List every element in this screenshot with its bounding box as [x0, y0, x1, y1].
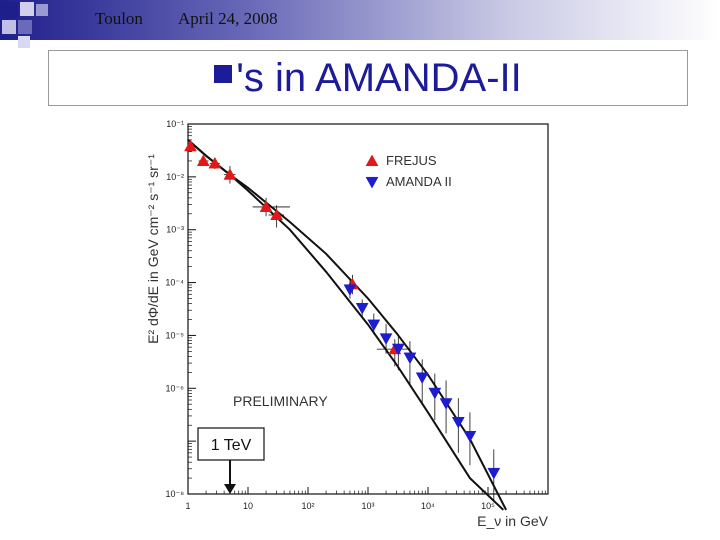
amanda-point — [403, 352, 417, 365]
amanda-point — [343, 284, 357, 296]
legend-label: FREJUS — [386, 153, 437, 168]
amanda-point — [428, 387, 442, 400]
amanda-point — [367, 319, 381, 332]
amanda-point — [451, 416, 465, 429]
legend-marker — [365, 154, 379, 167]
frejus-point — [196, 154, 210, 166]
header-bar — [0, 0, 720, 40]
x-axis-label: E_ν in GeV — [477, 513, 548, 529]
tev-box — [197, 427, 265, 461]
missing-glyph-icon — [214, 65, 233, 83]
tev-arrow-head — [224, 484, 236, 494]
amanda-point — [379, 333, 393, 345]
tev-label: 1 TeV — [211, 437, 252, 454]
amanda-point — [355, 302, 369, 315]
frejus-point — [208, 156, 222, 169]
x-tick-label: 1 — [185, 501, 190, 511]
header-date: April 24, 2008 — [178, 9, 278, 28]
y-tick-label: 10⁻⁸ — [165, 489, 184, 499]
y-tick-label: 10⁻¹ — [166, 119, 184, 129]
y-tick-label: 10⁻⁴ — [165, 278, 184, 288]
x-tick-label: 10⁴ — [421, 501, 435, 511]
legend-label: AMANDA II — [386, 174, 452, 189]
x-tick-label: 10² — [301, 501, 314, 511]
slide-title: 's in AMANDA-II — [49, 51, 687, 105]
amanda-point — [439, 398, 453, 410]
y-tick-label: 10⁻³ — [166, 225, 184, 235]
frejus-point — [259, 200, 273, 212]
frejus-point — [223, 168, 237, 180]
x-tick-label: 10⁵ — [481, 501, 495, 511]
amanda-point — [487, 467, 501, 480]
frejus-point — [184, 139, 197, 152]
amanda-point — [415, 372, 429, 385]
amanda-point — [391, 343, 405, 356]
x-tick-label: 10³ — [361, 501, 374, 511]
y-tick-label: 10⁻² — [166, 172, 184, 182]
y-axis-label: E² dΦ/dE in GeV cm⁻² s⁻¹ sr⁻¹ — [145, 154, 161, 344]
legend-marker — [365, 176, 379, 189]
amanda-point — [463, 430, 477, 443]
slide-title-box: 's in AMANDA-II — [48, 50, 688, 106]
preliminary-label: PRELIMINARY — [233, 393, 328, 409]
model-curve — [187, 139, 504, 511]
y-tick-label: 10⁻⁶ — [166, 383, 185, 393]
x-tick-label: 10 — [243, 501, 253, 511]
slide-title-text: 's in AMANDA-II — [236, 55, 522, 100]
header-location: Toulon — [95, 9, 143, 28]
frejus-point — [270, 208, 284, 221]
y-tick-label: 10⁻⁵ — [166, 330, 185, 340]
